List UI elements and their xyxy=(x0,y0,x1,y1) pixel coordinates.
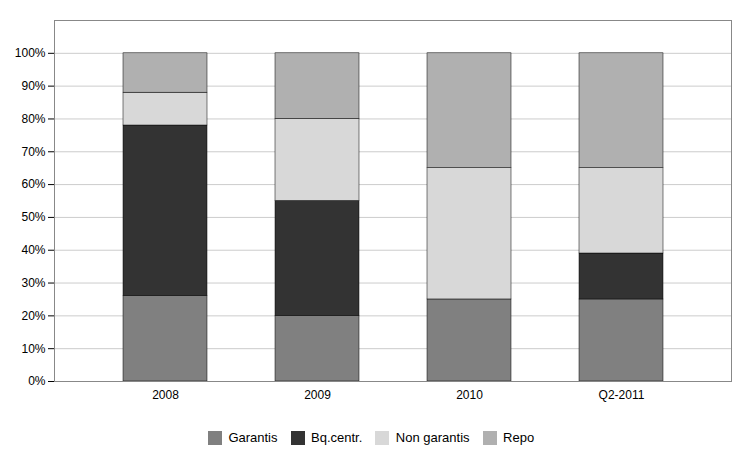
svg-text:70%: 70% xyxy=(21,145,45,159)
svg-text:90%: 90% xyxy=(21,79,45,93)
svg-text:40%: 40% xyxy=(21,243,45,257)
html-text:Non garantis: Non garantis xyxy=(395,430,470,445)
html-text:Bq.centr.: Bq.centr. xyxy=(311,430,363,445)
html-text:Repo: Repo xyxy=(503,430,535,445)
svg-text:30%: 30% xyxy=(21,276,45,290)
svg-text:60%: 60% xyxy=(21,177,45,191)
svg-text:Q2-2011: Q2-2011 xyxy=(599,388,645,402)
svg-text:2010: 2010 xyxy=(456,388,483,402)
svg-text:20%: 20% xyxy=(21,309,45,323)
svg-text:0%: 0% xyxy=(28,374,46,388)
svg-text:50%: 50% xyxy=(21,210,45,224)
svg-text:2009: 2009 xyxy=(304,388,331,402)
svg-text:80%: 80% xyxy=(21,112,45,126)
html-text:Garantis: Garantis xyxy=(228,430,278,445)
svg-text:2008: 2008 xyxy=(152,388,179,402)
svg-text:10%: 10% xyxy=(21,342,45,356)
svg-text:100%: 100% xyxy=(15,46,46,60)
